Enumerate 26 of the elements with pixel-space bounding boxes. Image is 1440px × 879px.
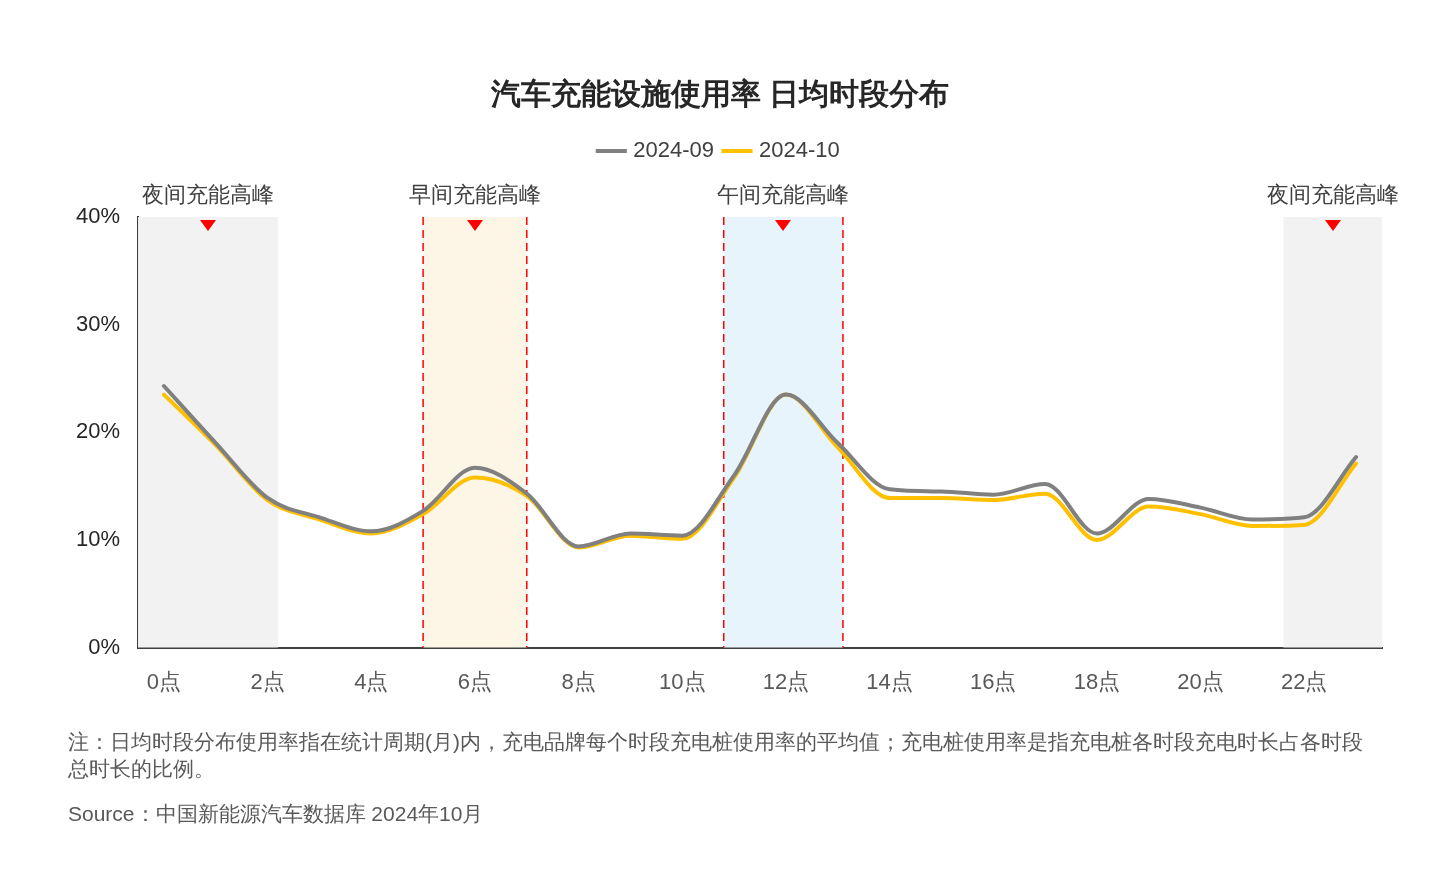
legend-label: 2024-09 xyxy=(633,137,715,163)
y-tick-label: 20% xyxy=(75,418,121,444)
y-tick-label: 40% xyxy=(75,203,121,229)
x-tick-label: 8点 xyxy=(561,668,596,694)
chart-title: 汽车充能设施使用率 日均时段分布 xyxy=(489,77,950,111)
x-tick-label: 2点 xyxy=(250,668,285,694)
band-label: 夜间充能高峰 xyxy=(142,182,275,208)
x-tick-label: 18点 xyxy=(1073,668,1121,694)
text: 注：日均时段分布使用率指在统计周期(月)内，充电品牌每个时段充电桩使用率的平均值；充电桩使用率是指充电桩各时段充电时长占各时段总时长的比例。 xyxy=(68,729,1364,782)
x-tick-label: 22点 xyxy=(1281,668,1328,694)
x-tick-label: 14点 xyxy=(866,668,913,694)
band-label: 午间充能高峰 xyxy=(717,182,850,208)
x-tick-label: 16点 xyxy=(970,668,1017,694)
legend-label: 2024-10 xyxy=(759,137,840,163)
x-tick-label: 12点 xyxy=(762,668,810,694)
y-tick-label: 30% xyxy=(75,310,121,336)
band-label: 早间充能高峰 xyxy=(408,182,541,208)
source-note: Source：中国新能源汽车数据库 2024年10月 xyxy=(68,801,485,827)
x-tick-label: 6点 xyxy=(457,668,493,694)
x-tick-label: 4点 xyxy=(354,668,389,694)
band-label: 夜间充能高峰 xyxy=(1266,182,1399,208)
x-tick-label: 20点 xyxy=(1177,668,1224,694)
y-tick-label: 0% xyxy=(88,633,121,659)
x-tick-label: 0点 xyxy=(146,668,182,694)
x-tick-label: 10点 xyxy=(659,668,706,694)
y-tick-label: 10% xyxy=(75,526,121,552)
